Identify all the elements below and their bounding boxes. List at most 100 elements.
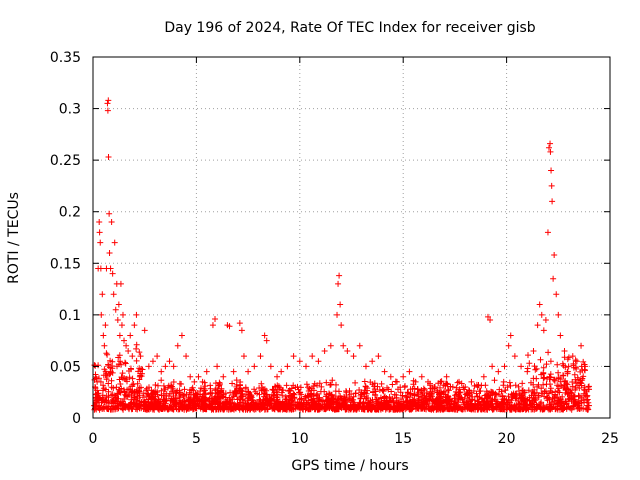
y-tick-label: 0.2 [59, 205, 81, 221]
data-point [119, 311, 126, 318]
data-point [97, 265, 104, 272]
data-point [544, 229, 551, 236]
y-tick-label: 0.25 [50, 153, 81, 169]
data-point [505, 342, 512, 349]
data-point [115, 301, 122, 308]
data-point [290, 353, 297, 360]
data-point [104, 107, 111, 114]
data-point [107, 265, 114, 272]
data-point [261, 332, 268, 339]
data-point [112, 306, 119, 313]
data-point [170, 363, 177, 370]
data-points-layer [91, 97, 592, 413]
data-point [240, 353, 247, 360]
data-point [199, 378, 206, 385]
data-point [555, 311, 562, 318]
data-point [524, 368, 531, 375]
data-point [551, 252, 558, 259]
data-point [257, 353, 264, 360]
data-point [518, 363, 525, 370]
data-point [369, 358, 376, 365]
data-point [96, 229, 103, 236]
data-point [238, 327, 245, 334]
data-point [336, 272, 343, 279]
data-point [548, 182, 555, 189]
data-point [334, 311, 341, 318]
data-point [178, 332, 185, 339]
data-point [174, 342, 181, 349]
y-tick-label: 0.05 [50, 359, 81, 375]
data-point [105, 154, 112, 161]
data-point [104, 100, 111, 107]
data-point [573, 358, 580, 365]
data-point [545, 144, 552, 151]
data-point [106, 210, 113, 217]
data-point [327, 342, 334, 349]
data-point [187, 373, 194, 380]
data-point [534, 322, 541, 329]
data-point [381, 368, 388, 375]
data-point [274, 373, 281, 380]
data-point [557, 332, 564, 339]
data-point [321, 347, 328, 354]
data-point [278, 368, 285, 375]
data-point [337, 301, 344, 308]
y-tick-label: 0.15 [50, 256, 81, 272]
data-point [387, 373, 394, 380]
data-point [356, 342, 363, 349]
data-point [129, 353, 136, 360]
data-point [530, 347, 537, 354]
y-tick-label: 0.35 [50, 50, 81, 66]
plot-frame [92, 56, 611, 419]
data-point [123, 342, 130, 349]
data-point [582, 363, 589, 370]
data-point [484, 313, 491, 320]
data-point [489, 363, 496, 370]
data-point [100, 332, 107, 339]
data-point [362, 363, 369, 370]
data-point [96, 219, 103, 226]
data-point [101, 342, 108, 349]
x-tick-label: 10 [291, 431, 309, 447]
x-tick-label: 15 [394, 431, 412, 447]
data-point [468, 378, 475, 385]
data-point [98, 311, 105, 318]
y-tick-label: 0 [72, 411, 81, 427]
data-point [212, 315, 219, 322]
data-point [109, 270, 116, 277]
data-point [565, 363, 572, 370]
data-point [267, 363, 274, 370]
data-point [425, 378, 432, 385]
data-point [220, 373, 227, 380]
x-axis-label: GPS time / hours [291, 458, 408, 474]
data-point [309, 353, 316, 360]
data-point [106, 249, 113, 256]
data-point [561, 347, 568, 354]
data-point [111, 239, 118, 246]
y-tick-label: 0.3 [59, 102, 81, 118]
data-point [118, 322, 125, 329]
data-point [141, 327, 148, 334]
data-point [412, 378, 419, 385]
data-point [480, 373, 487, 380]
data-point [511, 353, 518, 360]
data-point [495, 368, 502, 375]
x-tick-label: 20 [498, 431, 516, 447]
x-tick-label: 5 [192, 431, 201, 447]
ticks-layer: 0 5 10 15 20 25 0 0.05 0.1 0.15 0.2 0.25 0.3 0.35 [50, 50, 619, 447]
data-point [431, 384, 438, 391]
data-point [203, 368, 210, 375]
data-point [251, 363, 258, 370]
data-point [117, 280, 124, 287]
x-tick-label: 0 [89, 431, 98, 447]
data-point [578, 342, 585, 349]
data-point [406, 368, 413, 375]
y-tick-label: 0.1 [59, 308, 81, 324]
data-point [547, 148, 554, 155]
data-point [487, 317, 494, 324]
data-point [116, 332, 123, 339]
data-point [209, 322, 216, 329]
data-point [108, 219, 115, 226]
data-point [284, 363, 291, 370]
